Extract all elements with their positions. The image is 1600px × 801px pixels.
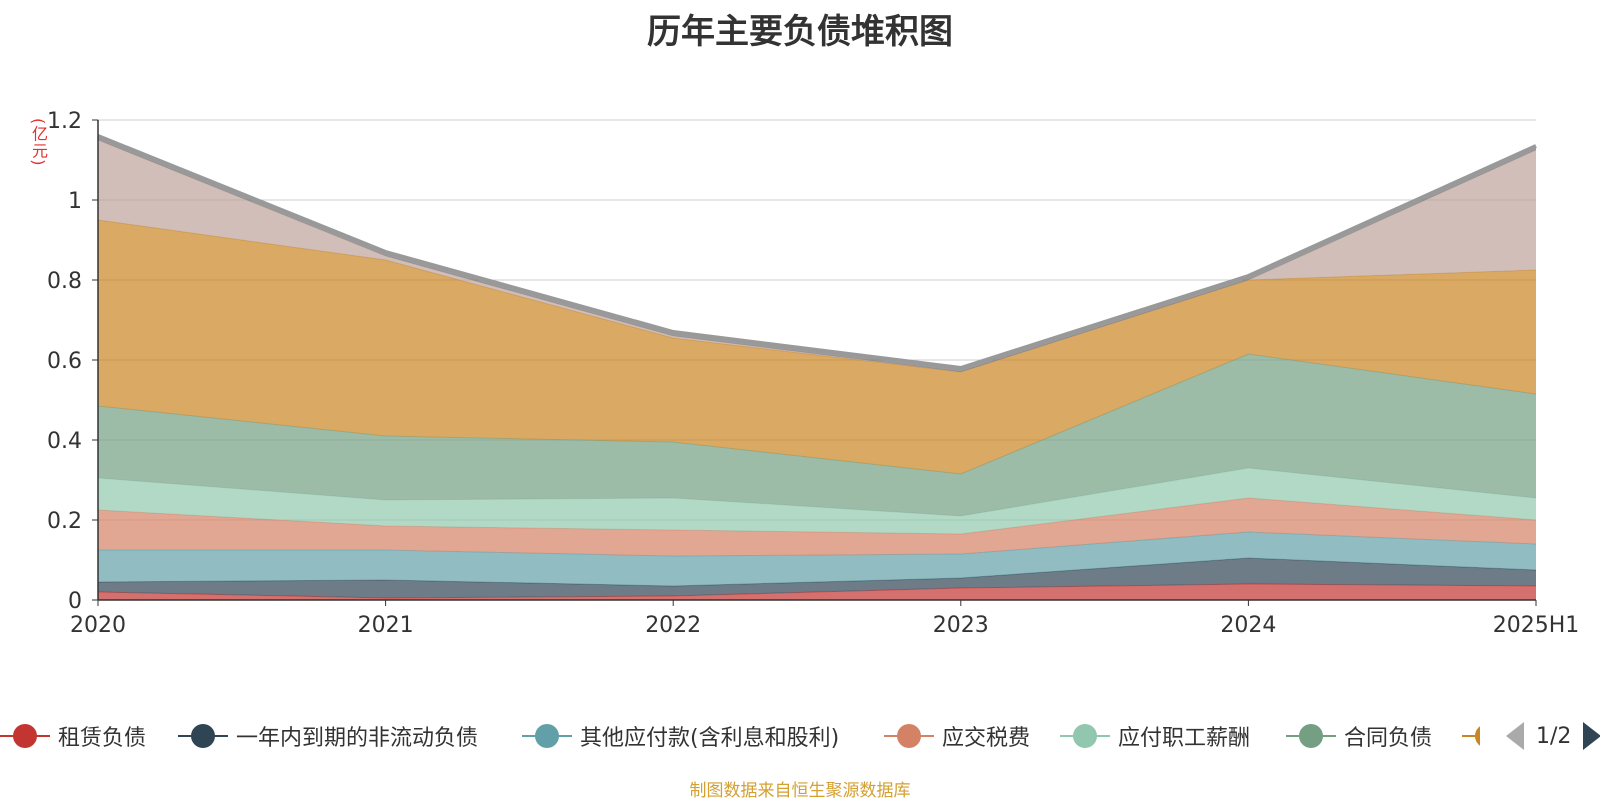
legend-marker-icon [0, 716, 50, 756]
legend-label: 其他应付款(含利息和股利) [580, 726, 840, 751]
y-tick-label: 0.8 [47, 269, 82, 294]
legend-label: 合同负债 [1344, 726, 1433, 751]
legend-item[interactable]: 应付职工薪酬 [1060, 716, 1250, 756]
source-note: 制图数据来自恒生聚源数据库 [689, 781, 911, 801]
x-tick-label: 2021 [358, 613, 414, 638]
legend-label: 一年内到期的非流动负债 [236, 726, 479, 751]
legend-item[interactable]: 一年内到期的非流动负债 [178, 716, 478, 756]
y-tick-label: 1.2 [47, 109, 82, 134]
legend-item[interactable]: 合同负债 [1286, 716, 1432, 756]
x-tick-label: 2023 [933, 613, 989, 638]
legend-item[interactable]: 其他应付款(含利息和股利) [522, 716, 839, 756]
area-series-4 [98, 498, 1536, 556]
legend-marker-icon [884, 716, 934, 756]
previous-page-arrow-icon[interactable] [1506, 722, 1524, 750]
x-tick-label: 2020 [70, 613, 126, 638]
y-tick-label: 0.2 [47, 509, 82, 534]
y-tick-label: 0.4 [47, 429, 82, 454]
next-page-arrow-icon[interactable] [1583, 722, 1600, 750]
legend-marker-icon [1462, 716, 1480, 756]
legend-marker-icon [178, 716, 228, 756]
legend-item[interactable]: 应交税费 [884, 716, 1030, 756]
y-tick-label: 1 [68, 189, 82, 214]
legend-marker-icon [1286, 716, 1336, 756]
area-series-6 [98, 354, 1536, 516]
legend-label: 租赁负债 [58, 726, 147, 751]
x-tick-label: 2025H1 [1493, 613, 1580, 638]
legend: 租赁负债 一年内到期的非流动负债 其他应付款(含利息和股利) 应交税费 应付职工薪酬 合同… [0, 716, 1480, 756]
legend-item[interactable]: 租赁负债 [0, 716, 146, 756]
legend-label: 应交税费 [942, 726, 1031, 751]
area-series-5 [98, 468, 1536, 534]
legend-page-indicator: 1/2 [1536, 723, 1572, 749]
area-series-2 [98, 558, 1536, 598]
legend-marker-icon [522, 716, 572, 756]
legend-label: 应付职工薪酬 [1118, 726, 1251, 751]
y-axis-unit-label: (亿元) [29, 118, 48, 167]
y-tick-label: 0 [68, 589, 82, 614]
legend-pager: 1/2 [1506, 716, 1600, 756]
total-line [97, 134, 1537, 371]
area-series-3 [98, 532, 1536, 586]
legend-item[interactable]: 应付账款 [1462, 716, 1480, 756]
y-tick-label: 0.6 [47, 349, 82, 374]
legend-marker-icon [1060, 716, 1110, 756]
x-tick-label: 2022 [645, 613, 701, 638]
x-tick-label: 2024 [1220, 613, 1276, 638]
chart-title: 历年主要负债堆积图 [647, 12, 953, 52]
area-series-7 [98, 220, 1536, 474]
